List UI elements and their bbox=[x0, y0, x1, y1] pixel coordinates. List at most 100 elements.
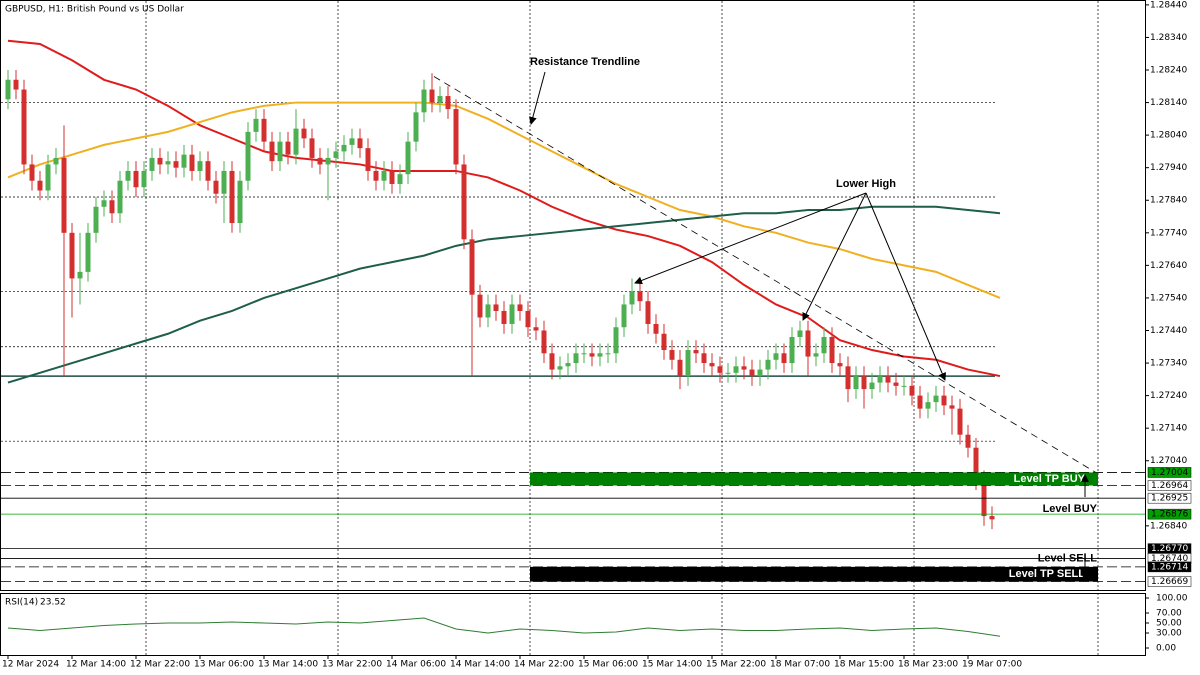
y-tick-label: 1.28440 bbox=[1150, 0, 1187, 10]
candle-body bbox=[725, 372, 731, 374]
level-price-label: 1.26740 bbox=[1151, 554, 1188, 564]
candle-body bbox=[133, 170, 139, 188]
candle-body bbox=[269, 141, 275, 162]
candle-body bbox=[461, 164, 467, 240]
y-tick-label: 1.27340 bbox=[1150, 359, 1187, 369]
candle-body bbox=[5, 79, 11, 100]
candle-body bbox=[973, 447, 979, 481]
candle-body bbox=[741, 366, 747, 370]
rsi-tick-label: 100.00 bbox=[1156, 594, 1188, 604]
candle-body bbox=[341, 144, 347, 152]
level-price-box bbox=[1147, 508, 1192, 520]
x-tick-label: 18 Mar 07:00 bbox=[770, 660, 830, 670]
candle-body bbox=[893, 382, 899, 386]
candle-body bbox=[13, 79, 19, 90]
candle-body bbox=[901, 385, 907, 387]
x-tick-label: 13 Mar 14:00 bbox=[258, 660, 318, 670]
candle-body bbox=[173, 161, 179, 168]
candle-body bbox=[117, 180, 123, 214]
candle-body bbox=[885, 376, 891, 383]
candle-body bbox=[845, 366, 851, 390]
level-price-box bbox=[1147, 561, 1192, 573]
rsi-tick-label: 70.00 bbox=[1156, 609, 1182, 619]
level-price-box bbox=[1147, 480, 1192, 491]
level-price-label: 1.26714 bbox=[1151, 562, 1188, 572]
x-tick-label: 14 Mar 22:00 bbox=[514, 660, 574, 670]
candle-body bbox=[365, 148, 371, 171]
candle-body bbox=[357, 138, 363, 149]
candle-body bbox=[181, 154, 187, 168]
rsi-line bbox=[7, 617, 1001, 637]
y-tick-label: 1.27240 bbox=[1150, 391, 1187, 401]
candle-body bbox=[77, 271, 83, 279]
level-price-label: 1.26964 bbox=[1151, 481, 1188, 491]
candle-body bbox=[453, 109, 459, 165]
candle-body bbox=[677, 359, 683, 377]
candle-body bbox=[957, 408, 963, 435]
y-tick-label: 1.28040 bbox=[1150, 131, 1187, 141]
candle-body bbox=[573, 353, 579, 364]
candle-body bbox=[53, 157, 59, 165]
annotation: Resistance Trendline bbox=[530, 56, 640, 68]
candle-body bbox=[381, 170, 387, 181]
moving-average bbox=[7, 101, 1001, 299]
y-tick-label: 1.28240 bbox=[1150, 66, 1187, 76]
candle-body bbox=[413, 112, 419, 142]
chart-title: GBPUSD, H1: British Pound vs US Dollar bbox=[5, 5, 184, 15]
candle-body bbox=[245, 131, 251, 181]
candle-body bbox=[517, 304, 523, 311]
candle-body bbox=[85, 232, 91, 272]
candle-body bbox=[349, 138, 355, 145]
candle-body bbox=[821, 337, 827, 354]
x-tick-label: 14 Mar 14:00 bbox=[450, 660, 510, 670]
candle-body bbox=[421, 89, 427, 113]
candle-body bbox=[261, 118, 267, 142]
candle-body bbox=[581, 353, 587, 355]
level-note: Level BUY bbox=[1043, 503, 1098, 515]
x-tick-label: 15 Mar 14:00 bbox=[642, 660, 702, 670]
candle-body bbox=[637, 291, 643, 302]
y-tick-label: 1.27840 bbox=[1150, 196, 1187, 206]
rsi-last: 23.52 bbox=[40, 598, 66, 608]
level-price-label: 1.26669 bbox=[1151, 577, 1188, 587]
candle-body bbox=[861, 376, 867, 390]
annotation: Lower High bbox=[836, 178, 896, 190]
candle-body bbox=[293, 128, 299, 155]
candle-body bbox=[45, 164, 51, 191]
main-panel bbox=[0, 0, 1146, 591]
y-tick-label: 1.27940 bbox=[1150, 163, 1187, 173]
candle-body bbox=[933, 395, 939, 403]
candle-body bbox=[565, 363, 571, 367]
x-tick-label: 15 Mar 22:00 bbox=[706, 660, 766, 670]
candle-body bbox=[165, 161, 171, 165]
level-price-box bbox=[1147, 576, 1192, 587]
candle-body bbox=[701, 353, 707, 364]
candle-body bbox=[405, 141, 411, 175]
candle-body bbox=[773, 353, 779, 360]
candle-body bbox=[197, 161, 203, 171]
candle-body bbox=[621, 304, 627, 328]
candle-body bbox=[101, 200, 107, 207]
candle-body bbox=[629, 291, 635, 305]
moving-average bbox=[7, 205, 1001, 384]
zone-label: Level TP BUY bbox=[1014, 473, 1086, 485]
candle-body bbox=[829, 337, 835, 364]
candle-body bbox=[445, 96, 451, 110]
candle-body bbox=[605, 353, 611, 355]
candle-body bbox=[653, 323, 659, 334]
level-price-label: 1.26925 bbox=[1151, 494, 1188, 504]
level-price-label: 1.26876 bbox=[1151, 510, 1188, 520]
candle-body bbox=[277, 141, 283, 162]
rsi-panel bbox=[0, 593, 1146, 656]
candle-body bbox=[397, 174, 403, 184]
candle-body bbox=[125, 170, 131, 181]
y-tick-label: 1.27040 bbox=[1150, 456, 1187, 466]
annotation-arrow bbox=[865, 192, 946, 381]
candle-body bbox=[477, 294, 483, 318]
candle-body bbox=[309, 138, 315, 158]
y-tick-label: 1.26840 bbox=[1150, 521, 1187, 531]
level-price-box bbox=[1147, 467, 1192, 478]
candle-body bbox=[109, 200, 115, 214]
candle-body bbox=[237, 180, 243, 224]
